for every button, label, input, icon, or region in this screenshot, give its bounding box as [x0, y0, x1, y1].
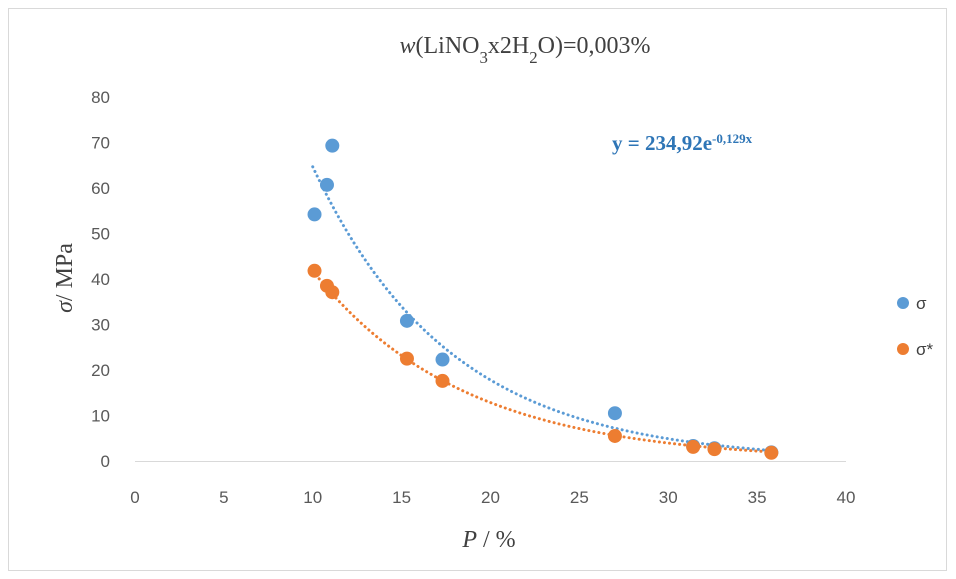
data-point	[435, 352, 450, 367]
x-axis-title: P / %	[461, 527, 515, 553]
trendlines	[311, 165, 775, 454]
legend-item: σ*	[897, 340, 933, 359]
chart-title-text-part: 3	[480, 48, 488, 67]
data-point	[307, 263, 322, 278]
data-point	[325, 285, 340, 300]
y-tick-label: 80	[91, 88, 110, 107]
chart-area	[8, 8, 947, 571]
x-tick-label: 30	[659, 488, 678, 507]
x-tick-label: 25	[570, 488, 589, 507]
x-tick-label: 20	[481, 488, 500, 507]
x-tick-label: 40	[837, 488, 856, 507]
legend: σ σ*	[897, 294, 933, 359]
data-point	[607, 428, 622, 443]
chart-title: w(LiNO3x2H2O)=0,003%	[400, 33, 651, 67]
x-tick-label: 35	[748, 488, 767, 507]
x-tick-label: 5	[219, 488, 228, 507]
data-point	[764, 445, 779, 460]
data-point	[325, 138, 340, 153]
legend-marker	[897, 343, 909, 355]
data-point	[707, 442, 722, 457]
legend-marker	[897, 297, 909, 309]
trendline-equation-part: y = 234,92e	[612, 131, 712, 155]
x-tick-label: 10	[303, 488, 322, 507]
y-tick-label: 0	[101, 452, 110, 471]
data-point	[307, 207, 322, 222]
annotations: y = 234,92e-0,129x	[612, 131, 753, 156]
y-axis-title-part: / MPa	[52, 243, 78, 301]
data-point	[686, 439, 701, 454]
data-point	[399, 313, 414, 328]
chart-title-text-part: (LiNO	[416, 33, 480, 59]
data-point	[399, 351, 414, 366]
chart-title-text-part: x2H	[488, 33, 529, 59]
y-axis-title: σ/ MPa	[52, 243, 78, 313]
data-point	[435, 373, 450, 388]
y-tick-label: 30	[91, 316, 110, 335]
chart-title-text-part: 2	[529, 48, 537, 67]
legend-label: σ	[916, 294, 927, 313]
x-tick-label: 0	[130, 488, 139, 507]
y-tick-label: 20	[91, 361, 110, 380]
y-axis-title-part: σ	[52, 300, 78, 313]
y-tick-label: 60	[91, 179, 110, 198]
chart-title-text: w(LiNO3x2H2O)=0,003%	[400, 33, 651, 67]
y-tick-label: 40	[91, 270, 110, 289]
y-tick-label: 50	[91, 225, 110, 244]
trendline	[311, 269, 775, 454]
chart-title-text-part: O)=0,003%	[538, 33, 651, 59]
x-axis-title-part: P	[461, 527, 477, 553]
trendline	[311, 165, 775, 453]
trendline-equation-part: -0,129x	[712, 131, 753, 146]
data-point	[319, 177, 334, 192]
x-tick-label: 15	[392, 488, 411, 507]
chart-title-text-part: w	[400, 33, 416, 59]
x-axis-title-part: / %	[477, 527, 516, 553]
y-tick-label: 10	[91, 407, 110, 426]
trendline-equation: y = 234,92e-0,129x	[612, 131, 753, 156]
data-point	[607, 406, 622, 421]
legend-item: σ	[897, 294, 927, 313]
y-tick-label: 70	[91, 134, 110, 153]
data-points	[307, 138, 779, 460]
legend-label: σ*	[916, 340, 933, 359]
